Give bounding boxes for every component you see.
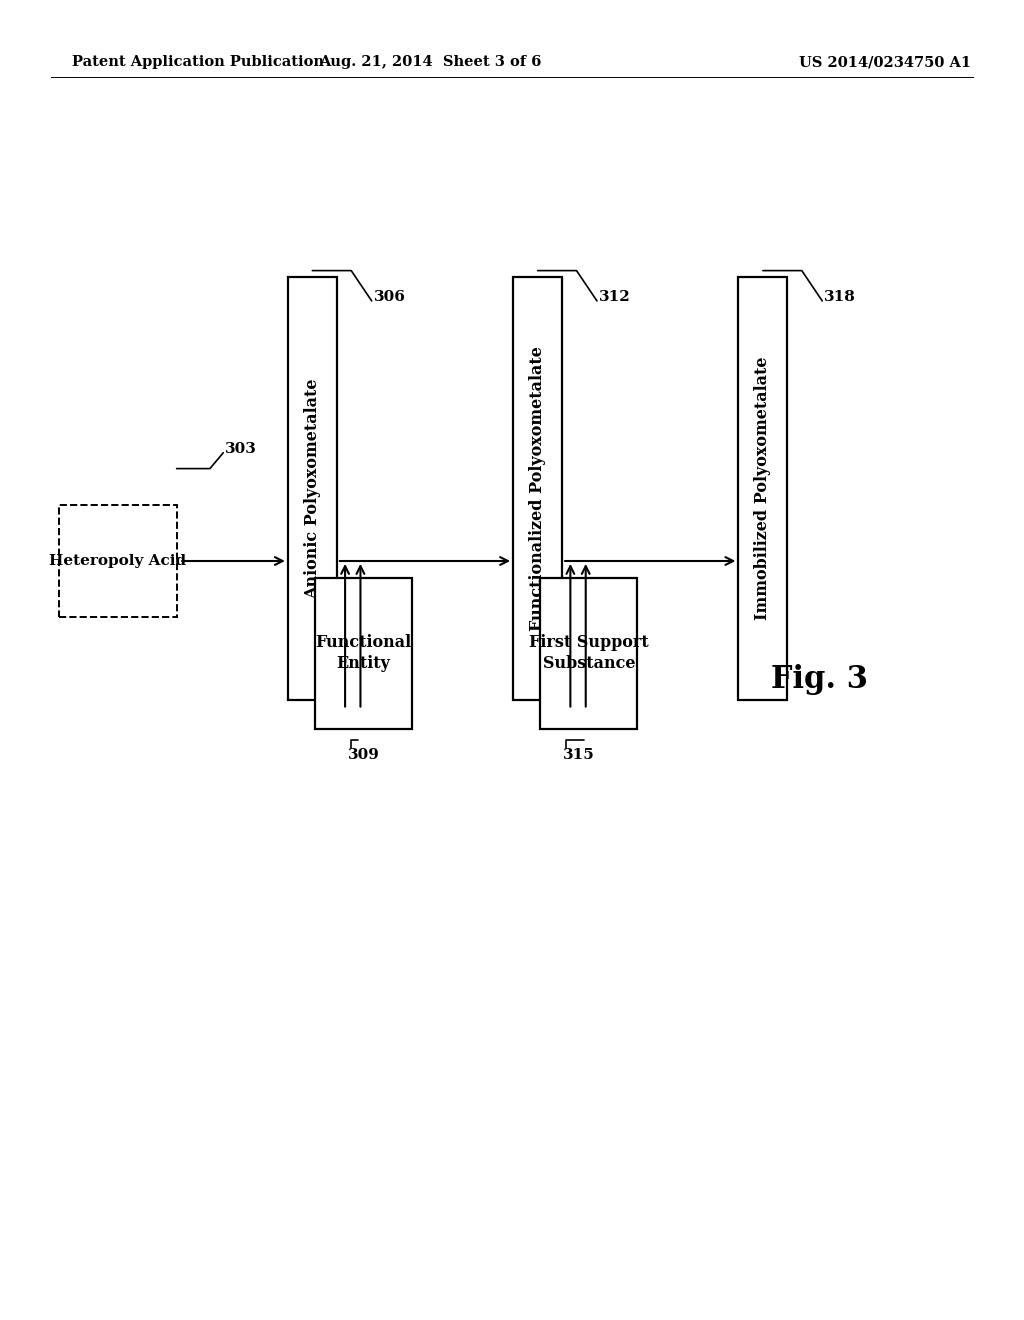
Bar [288,277,337,700]
Bar [315,578,412,729]
Text: 315: 315 [563,748,595,762]
Text: 312: 312 [599,290,631,304]
Text: 306: 306 [374,290,406,304]
Text: US 2014/0234750 A1: US 2014/0234750 A1 [799,55,971,70]
Text: Immobilized Polyoxometalate: Immobilized Polyoxometalate [755,356,771,620]
Text: 318: 318 [824,290,856,304]
Bar [541,578,637,729]
Text: Functionalized Polyoxometalate: Functionalized Polyoxometalate [529,346,546,631]
Bar [513,277,562,700]
Text: Fig. 3: Fig. 3 [771,664,867,696]
Text: Aug. 21, 2014  Sheet 3 of 6: Aug. 21, 2014 Sheet 3 of 6 [318,55,542,70]
Text: First Support
Substance: First Support Substance [529,635,648,672]
Bar [59,506,177,618]
Text: Heteropoly Acid: Heteropoly Acid [49,554,186,568]
Text: Functional
Entity: Functional Entity [315,635,412,672]
Text: 309: 309 [348,748,380,762]
Text: 303: 303 [225,442,257,455]
Bar [738,277,787,700]
Text: Patent Application Publication: Patent Application Publication [72,55,324,70]
Text: Anionic Polyoxometalate: Anionic Polyoxometalate [304,378,321,599]
